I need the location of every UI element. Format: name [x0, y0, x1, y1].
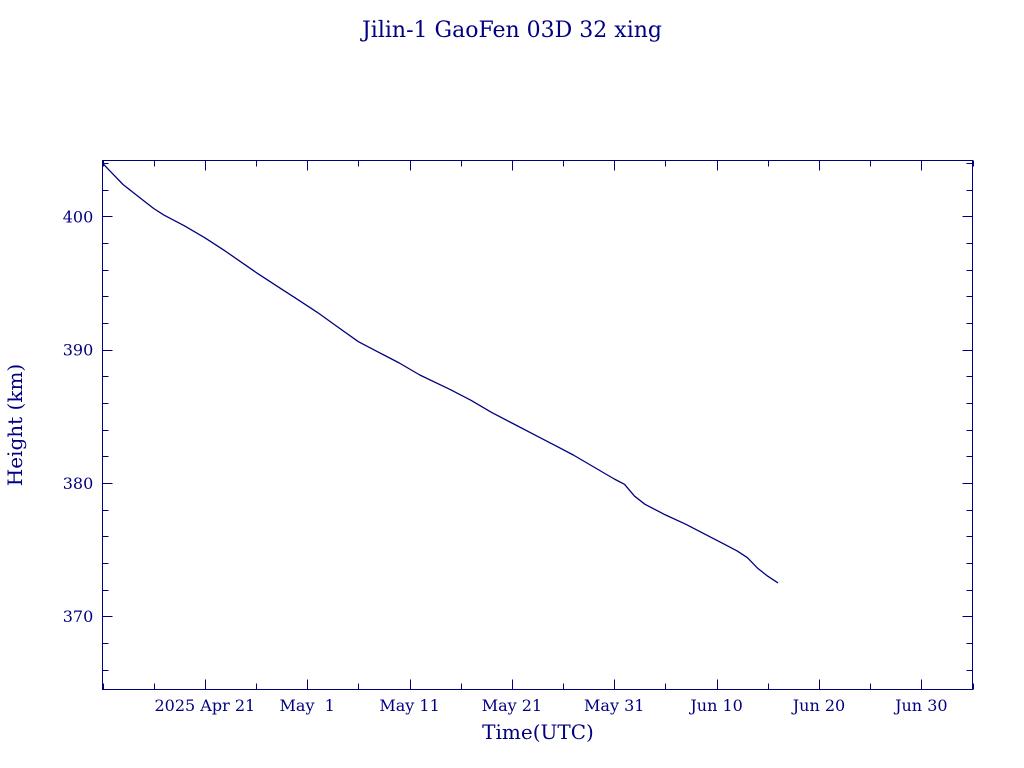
x-tick-label: 2025 Apr 21 [155, 696, 256, 715]
y-tick-label: 370 [63, 607, 94, 626]
y-tick-label: 380 [63, 474, 94, 493]
x-tick-label: May 11 [379, 696, 439, 715]
plot-frame [102, 160, 973, 690]
x-tick-label: Jun 20 [791, 696, 845, 715]
chart-title: Jilin-1 GaoFen 03D 32 xing [360, 18, 662, 43]
x-tick-label: May 31 [584, 696, 644, 715]
y-axis-tick-labels: 370 380 390 400 [63, 207, 94, 626]
x-tick-label: May 21 [482, 696, 542, 715]
x-axis-ticks [103, 160, 974, 690]
y-axis-title: Height (km) [3, 364, 27, 486]
height-series-line [102, 162, 779, 584]
y-axis-ticks [102, 163, 973, 671]
x-axis-tick-labels: 2025 Apr 21 May 1 May 11 May 21 May 31 Jun 10… [155, 696, 948, 715]
y-tick-label: 390 [63, 341, 94, 360]
x-axis-title: Time(UTC) [482, 720, 594, 744]
y-tick-label: 400 [63, 207, 94, 226]
series-layer [102, 162, 779, 584]
x-tick-label: Jun 30 [893, 696, 947, 715]
x-tick-label: May 1 [280, 696, 335, 715]
x-tick-label: Jun 10 [688, 696, 742, 715]
